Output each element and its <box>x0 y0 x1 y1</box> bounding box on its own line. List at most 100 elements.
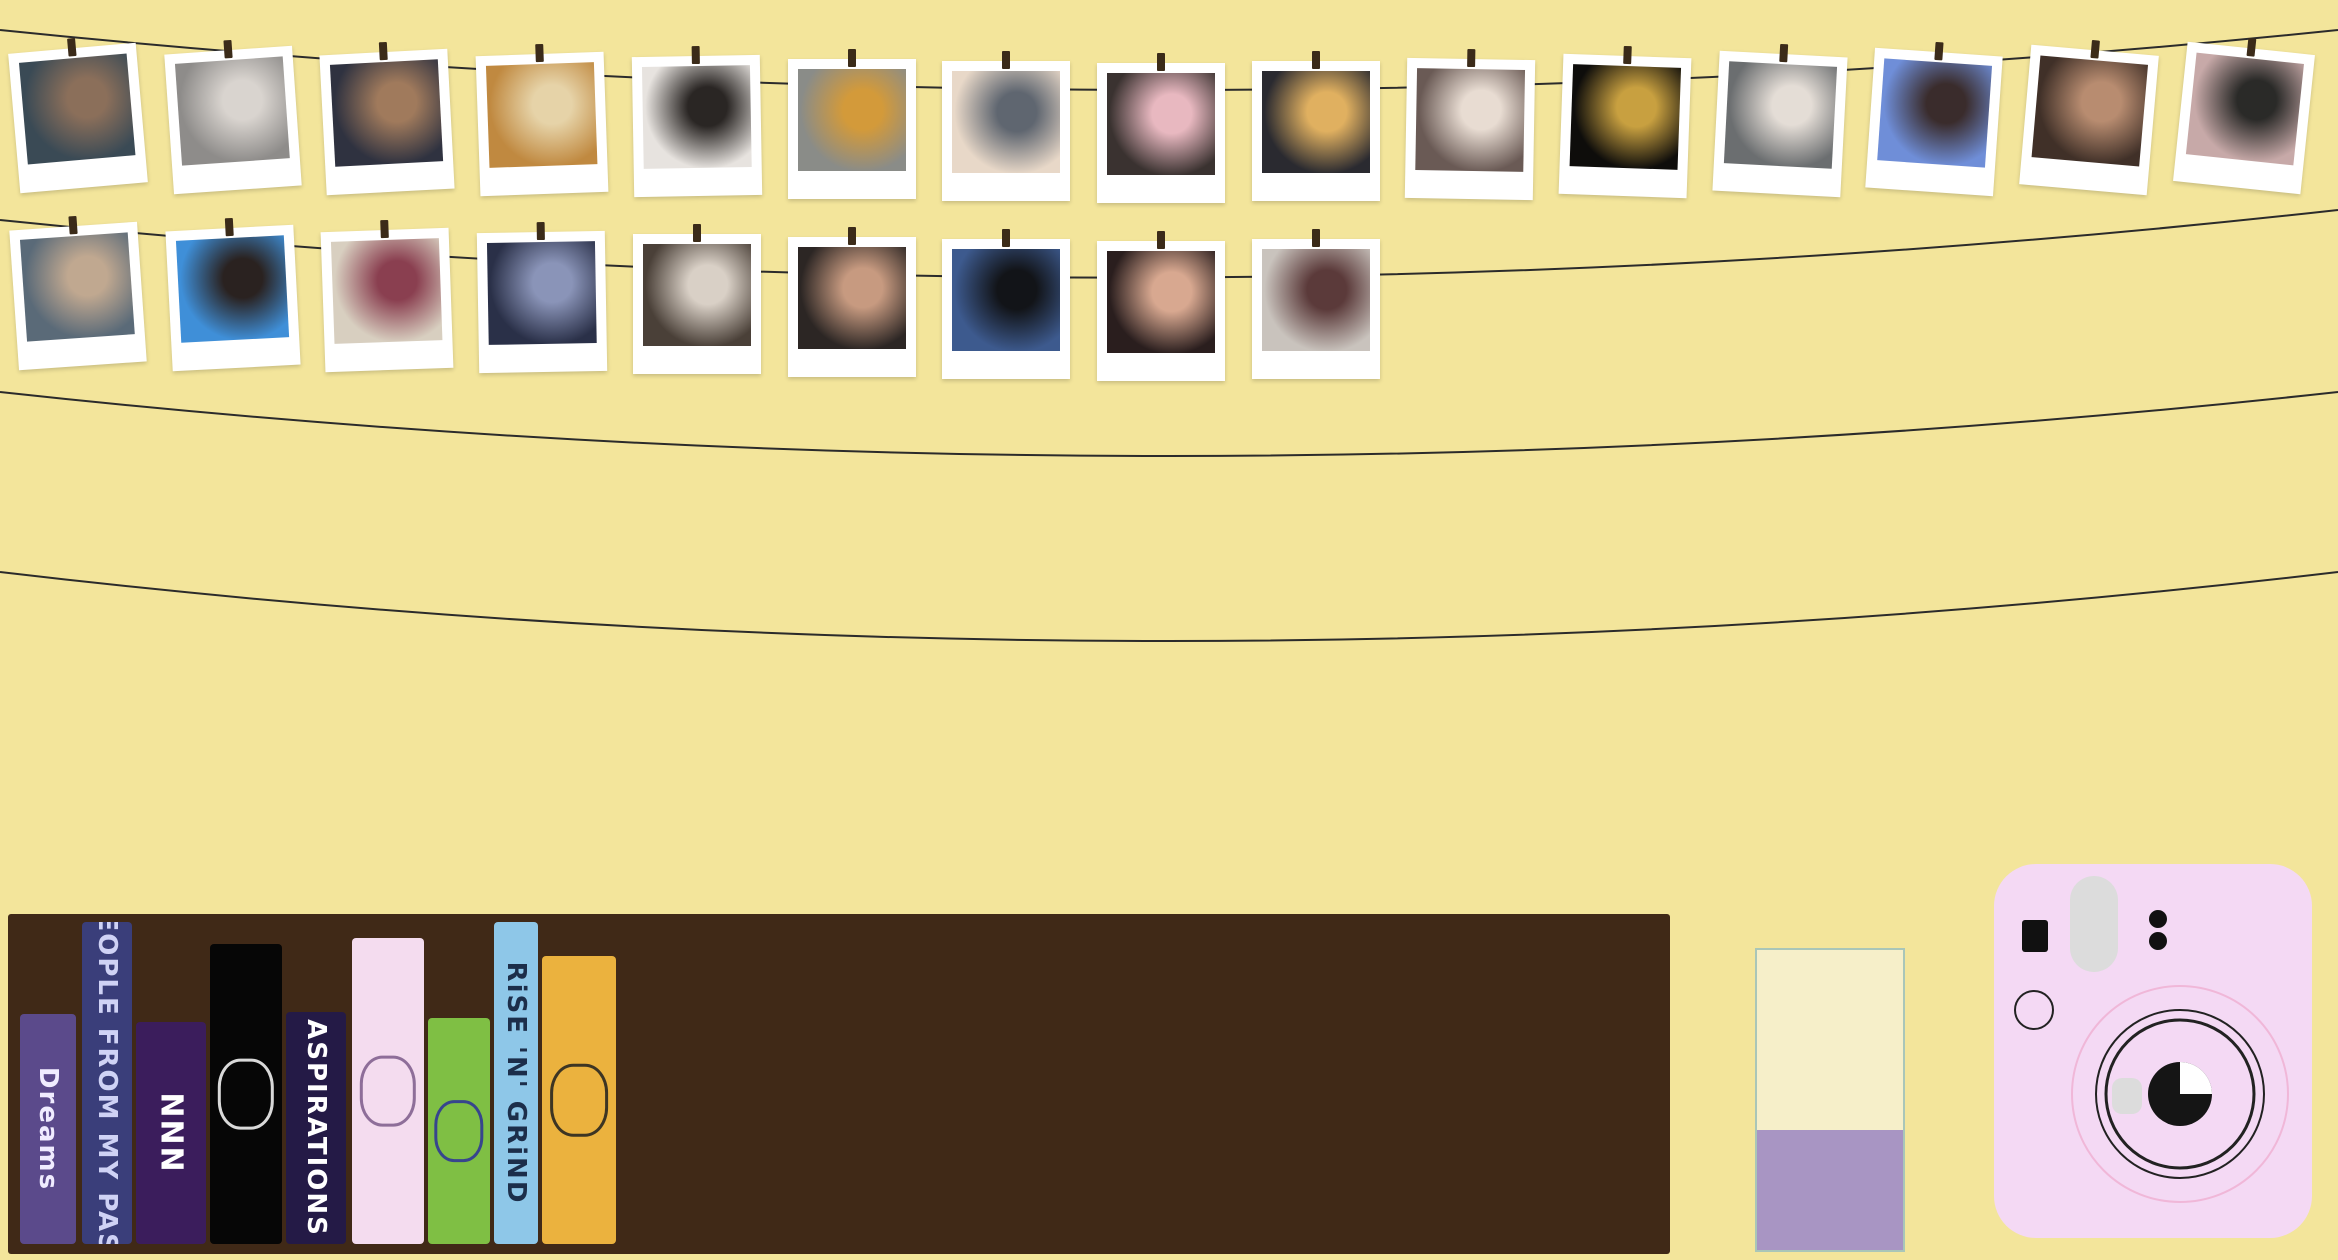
clothespin-icon <box>223 40 233 59</box>
photo-image <box>1106 73 1215 176</box>
viewfinder-icon <box>2022 920 2048 952</box>
clothespin-icon <box>1778 44 1788 63</box>
photo-image <box>486 62 598 169</box>
book-spine[interactable]: PEOPLE FROM MY PAST <box>82 922 132 1244</box>
clothespin-icon <box>1934 42 1944 61</box>
polaroid-photo[interactable] <box>1712 44 1848 198</box>
clothespin-icon <box>691 46 700 65</box>
polaroid-photo[interactable] <box>942 229 1071 380</box>
polaroid-photo[interactable] <box>319 42 455 196</box>
glass-fill <box>1757 1130 1903 1250</box>
book-title: PEOPLE FROM MY PAST <box>92 922 122 1244</box>
polaroid-photo[interactable] <box>787 49 916 200</box>
photo-image <box>797 247 906 350</box>
clothespin-icon <box>68 216 78 235</box>
clothespin-icon <box>535 44 544 63</box>
photo-image <box>331 238 443 345</box>
book-spine[interactable] <box>352 938 424 1244</box>
clothespin-icon <box>67 38 77 57</box>
photo-image <box>487 241 597 346</box>
book-spine[interactable]: NNN <box>136 1022 206 1244</box>
lens-button-icon <box>2112 1078 2142 1114</box>
polaroid-photo[interactable] <box>8 38 148 194</box>
photo-image <box>1415 68 1526 173</box>
book-title: RiSE 'N' GRiND <box>501 961 531 1205</box>
polaroid-photo[interactable] <box>2172 38 2315 195</box>
photo-image <box>952 71 1061 174</box>
photo-image <box>2185 53 2304 166</box>
book-spine[interactable] <box>210 944 282 1244</box>
book-title: NNN <box>153 1092 189 1174</box>
polaroid-photo[interactable] <box>1251 229 1380 380</box>
photo-image <box>1261 71 1370 174</box>
clothespin-icon <box>1467 49 1476 68</box>
polaroid-photo[interactable] <box>320 220 454 373</box>
clothespin-icon <box>224 218 234 237</box>
photo-image <box>641 65 752 170</box>
photo-image <box>797 69 906 172</box>
book-spine[interactable] <box>428 1018 490 1244</box>
polaroid-photo[interactable] <box>476 222 608 374</box>
clothespin-icon <box>1156 53 1165 72</box>
polaroid-photo[interactable] <box>1558 46 1692 199</box>
book-title: ASPIRATIONS <box>301 1019 331 1237</box>
photo-image <box>19 232 135 343</box>
photo-image <box>642 244 751 347</box>
clothespin-icon <box>536 222 546 241</box>
clothespin-icon <box>1002 229 1011 248</box>
clothespin-icon <box>1002 51 1011 70</box>
astronaut-icon <box>217 1058 275 1130</box>
instant-camera[interactable] <box>1994 864 2312 1238</box>
book-title: Dreams <box>33 1066 63 1192</box>
polaroid-photo[interactable] <box>165 218 301 372</box>
clothespin-icon <box>2246 38 2257 58</box>
glass-of-water[interactable] <box>1755 948 1905 1252</box>
book-spine[interactable]: ASPIRATIONS <box>286 1012 346 1244</box>
lens-ring-icon <box>2095 1009 2265 1179</box>
book-spine[interactable]: RiSE 'N' GRiND <box>494 922 538 1244</box>
photo-image <box>952 249 1061 352</box>
polaroid-photo[interactable] <box>787 227 916 378</box>
polaroid-photo[interactable] <box>1865 42 2004 197</box>
sensor-dot-icon <box>2149 932 2167 950</box>
clothespin-icon <box>1311 229 1320 248</box>
clothespin-icon <box>2090 40 2101 59</box>
polaroid-photo[interactable] <box>1096 53 1225 204</box>
photo-image <box>1106 251 1215 354</box>
polaroid-photo[interactable] <box>631 46 763 198</box>
bookshelf: Dreams PEOPLE FROM MY PAST NNN ASPIRATIONS R… <box>8 914 1670 1254</box>
polaroid-photo[interactable] <box>632 224 761 375</box>
camera-icon <box>2014 876 2289 1203</box>
photo-image <box>2031 55 2149 167</box>
polaroid-photo[interactable] <box>1405 49 1536 201</box>
clothespin-icon <box>847 227 856 246</box>
clothespin-icon <box>1311 51 1320 70</box>
clothespin-icon <box>847 49 856 68</box>
book-spine[interactable] <box>542 956 616 1244</box>
polaroid-photo[interactable] <box>1251 51 1380 202</box>
flash-icon <box>2070 876 2118 972</box>
book-spine[interactable]: Dreams <box>20 1014 76 1244</box>
photo-image <box>1569 64 1682 171</box>
selfie-mirror-icon <box>2014 990 2054 1030</box>
lens-ring-icon <box>2071 985 2289 1203</box>
lens-highlight-icon <box>2180 1062 2212 1094</box>
clothespin-icon <box>1156 231 1165 250</box>
swirl-icon <box>434 1100 484 1162</box>
photo-image <box>1723 61 1837 170</box>
sensor-dot-icon <box>2149 910 2167 928</box>
clothespin-icon <box>1623 46 1632 65</box>
clothespin-icon <box>379 42 389 61</box>
collage-icon <box>550 1063 608 1137</box>
photo-image <box>330 59 444 168</box>
polaroid-photo[interactable] <box>1096 231 1225 382</box>
polaroid-photo[interactable] <box>475 44 609 197</box>
photo-image <box>174 56 290 167</box>
polaroid-photo[interactable] <box>942 51 1071 202</box>
clothespin-icon <box>692 224 701 243</box>
photo-image <box>175 235 289 344</box>
polaroid-photo[interactable] <box>9 216 147 371</box>
lens-ring-icon <box>2104 1018 2256 1170</box>
polaroid-photo[interactable] <box>2019 40 2159 196</box>
polaroid-photo[interactable] <box>163 40 302 195</box>
